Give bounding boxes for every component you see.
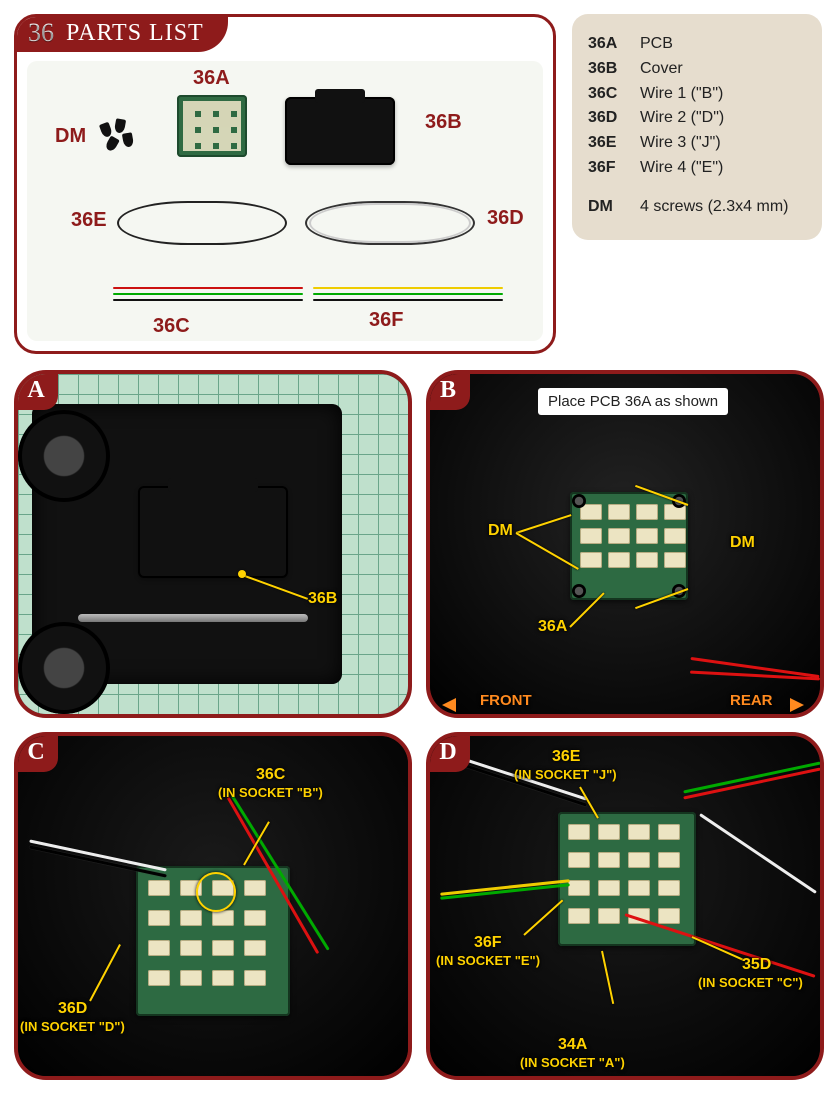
label-front: FRONT — [480, 692, 532, 709]
pcb-mounted — [570, 492, 688, 600]
section-number: 36 — [28, 18, 54, 48]
step-b: Place PCB 36A as shown DM DM 36A FRONT R… — [426, 370, 824, 718]
legend-row: 36APCB — [588, 32, 806, 57]
pcb-step-d — [558, 812, 696, 946]
parts-list-panel: 36 PARTS LIST DM 36A 36B 36E 36D 36C — [14, 14, 556, 354]
part-wire-f — [313, 279, 503, 317]
callout-36e-sub: (IN SOCKET "J") — [514, 768, 617, 783]
step-a: 36B A — [14, 370, 412, 718]
label-36a: 36A — [193, 67, 230, 90]
callout-36d-sub: (IN SOCKET "D") — [20, 1020, 125, 1035]
label-rear: REAR — [730, 692, 773, 709]
callout-36f: 36F — [474, 934, 502, 952]
legend-row-extra: DM4 screws (2.3x4 mm) — [588, 195, 806, 220]
wheel-icon — [18, 622, 110, 714]
callout-35d: 35D — [742, 956, 771, 974]
label-dm: DM — [55, 125, 86, 148]
step-caption: Place PCB 36A as shown — [538, 388, 728, 415]
callout-36e: 36E — [552, 748, 580, 766]
step-d: 36E (IN SOCKET "J") 36F (IN SOCKET "E") … — [426, 732, 824, 1080]
callout-36c-sub: (IN SOCKET "B") — [218, 786, 323, 801]
highlight-circle — [196, 872, 236, 912]
cover-on-chassis — [138, 486, 288, 578]
section-title: PARTS LIST — [66, 20, 204, 47]
callout-dot — [238, 570, 246, 578]
callout-36a: 36A — [538, 618, 567, 636]
part-wire-e — [117, 201, 287, 245]
exhaust-icon — [78, 614, 308, 622]
callout-36d: 36D — [58, 1000, 87, 1018]
callout-dm-left: DM — [488, 522, 513, 540]
legend-row: 36DWire 2 ("D") — [588, 106, 806, 131]
callout-34a-sub: (IN SOCKET "A") — [520, 1056, 625, 1071]
wheel-icon — [18, 410, 110, 502]
part-wire-d2 — [309, 203, 471, 243]
step-c: 36C (IN SOCKET "B") 36D (IN SOCKET "D") … — [14, 732, 412, 1080]
legend-row: 36FWire 4 ("E") — [588, 156, 806, 181]
legend-row: 36BCover — [588, 57, 806, 82]
label-36c: 36C — [153, 315, 190, 338]
callout-36c: 36C — [256, 766, 285, 784]
part-cover — [285, 97, 395, 165]
arrow-left-icon — [442, 698, 456, 712]
label-36b: 36B — [425, 111, 462, 134]
parts-list-header: 36 PARTS LIST — [14, 14, 228, 52]
callout-36f-sub: (IN SOCKET "E") — [436, 954, 540, 969]
callout-34a: 34A — [558, 1036, 587, 1054]
arrow-right-icon — [790, 698, 804, 712]
legend-row: 36CWire 1 ("B") — [588, 82, 806, 107]
steps-grid: 36B A Place PCB 36A as shown DM DM 36A F… — [14, 370, 824, 1080]
label-36e: 36E — [71, 209, 107, 232]
part-wire-c — [113, 279, 303, 317]
callout-35d-sub: (IN SOCKET "C") — [698, 976, 803, 991]
parts-legend: 36APCB 36BCover 36CWire 1 ("B") 36DWire … — [572, 14, 822, 240]
legend-row: 36EWire 3 ("J") — [588, 131, 806, 156]
part-pcb — [177, 95, 247, 157]
label-36d: 36D — [487, 207, 524, 230]
callout-dm-right: DM — [730, 534, 755, 552]
label-36f: 36F — [369, 309, 403, 332]
callout-36b: 36B — [308, 590, 337, 608]
parts-photo: DM 36A 36B 36E 36D 36C 36F — [27, 61, 543, 341]
part-screws — [101, 119, 151, 159]
